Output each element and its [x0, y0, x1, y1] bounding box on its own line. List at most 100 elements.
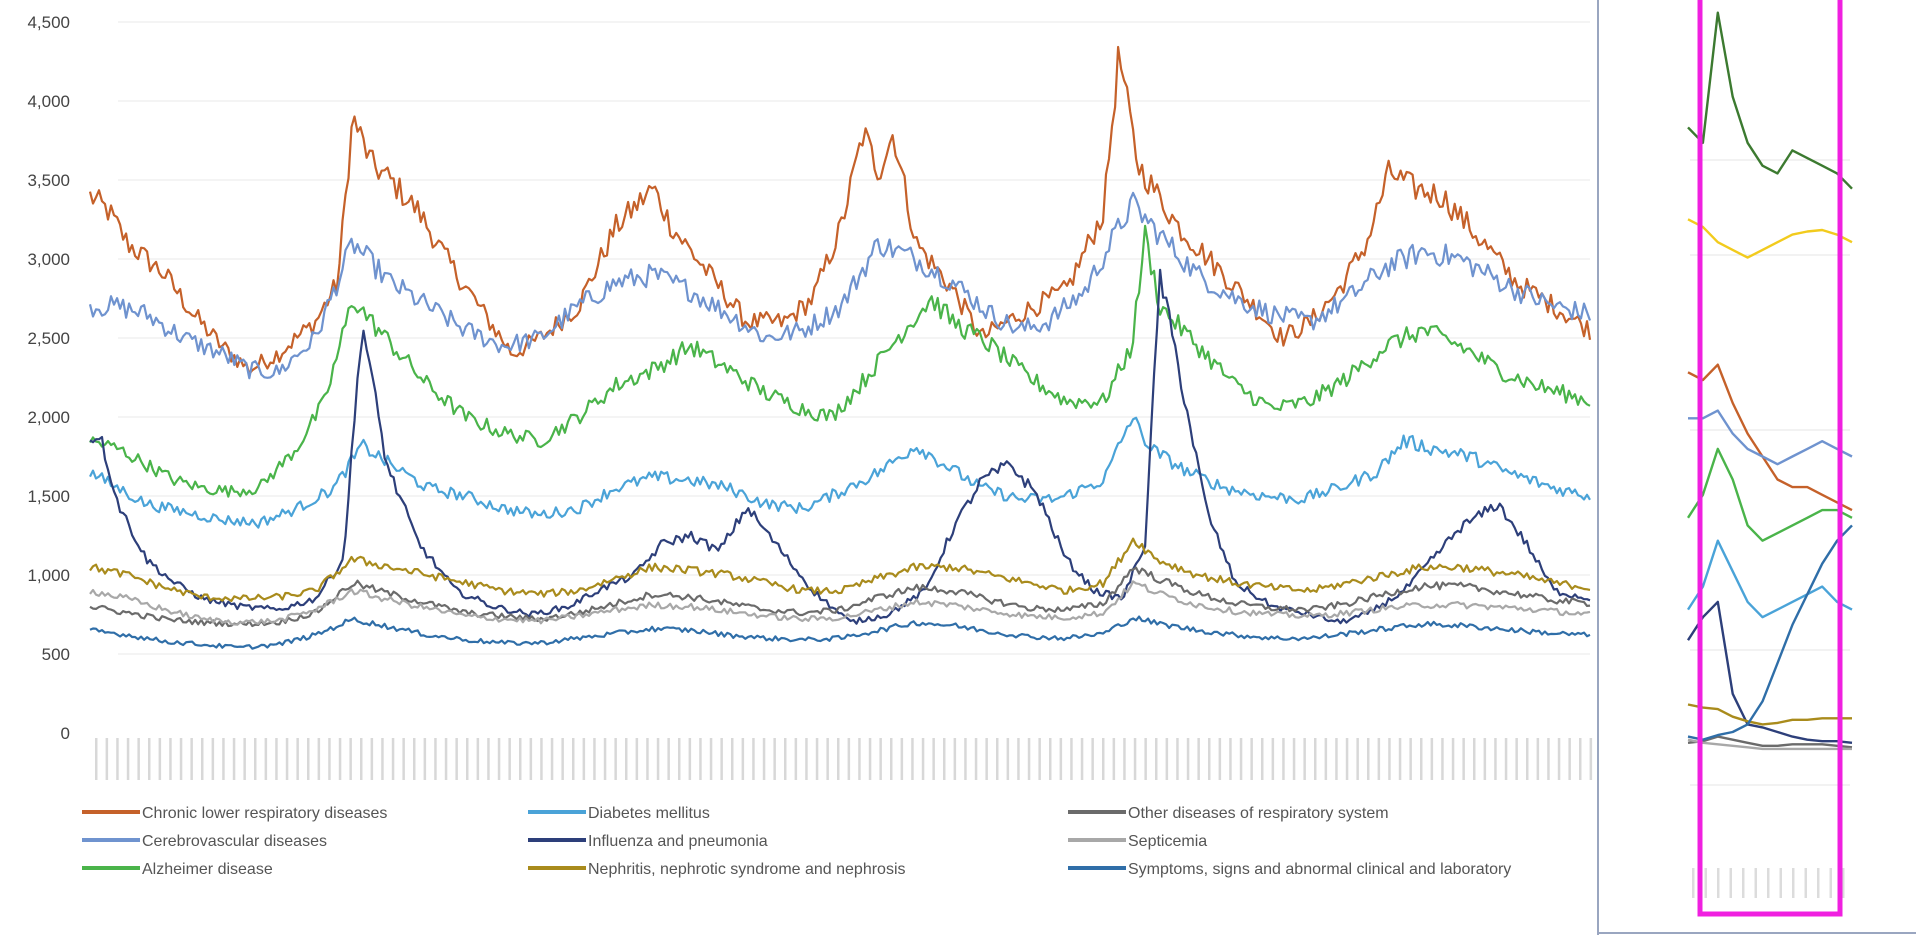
x-tick-mark	[1250, 738, 1253, 780]
x-tick-mark	[1165, 738, 1169, 780]
x-tick-mark	[1547, 738, 1550, 780]
x-tick-mark	[762, 738, 766, 780]
x-tick-mark	[1261, 738, 1264, 780]
x-tick-mark	[254, 738, 257, 780]
y-axis-tick-labels: 0 500 1,000 1,500 2,000 2,500 3,000 3,500 4,000 4…	[27, 13, 70, 743]
y-tick-label: 3,000	[27, 250, 70, 269]
series-line-nephritis-nephrotic-syndrome-and-nephrosis	[89, 537, 1591, 603]
x-tick-mark	[1568, 738, 1571, 780]
x-tick-mark	[211, 738, 215, 780]
x-tick-mark	[773, 738, 776, 780]
y-tick-label: 1,000	[27, 566, 70, 585]
x-tick-mark	[985, 738, 988, 780]
x-tick-mark	[190, 738, 193, 780]
x-tick-mark	[95, 738, 98, 780]
legend-label: Symptoms, signs and abnormal clinical an…	[1128, 861, 1511, 878]
x-tick-mark	[360, 738, 363, 780]
x-tick-mark	[497, 738, 501, 780]
x-tick-mark	[1451, 738, 1455, 780]
x-tick-mark	[402, 738, 405, 780]
inset-x-tick-mark	[1842, 868, 1845, 898]
x-tick-mark	[285, 738, 289, 780]
series-line-influenza-and-pneumonia	[89, 268, 1591, 625]
x-tick-mark	[1282, 738, 1285, 780]
x-tick-mark	[709, 738, 713, 780]
x-tick-mark	[1557, 738, 1561, 780]
inset-x-tick-mark	[1792, 868, 1795, 898]
inset-panel	[1598, 0, 1914, 935]
x-tick-mark	[487, 738, 490, 780]
x-tick-mark	[201, 738, 204, 780]
x-tick-mark	[974, 738, 978, 780]
x-tick-mark	[1229, 738, 1232, 780]
x-tick-mark	[1536, 738, 1540, 780]
x-tick-mark	[656, 738, 660, 780]
x-tick-mark	[1420, 738, 1423, 780]
x-tick-mark	[1589, 738, 1593, 780]
inset-x-tick-mark	[1729, 868, 1732, 898]
x-tick-mark	[275, 738, 278, 780]
x-tick-mark	[1388, 738, 1391, 780]
x-tick-mark	[837, 738, 840, 780]
x-tick-mark	[1314, 738, 1317, 780]
x-tick-mark	[932, 738, 935, 780]
inset-series-line	[1686, 600, 1853, 744]
inset-series-line	[1687, 363, 1853, 512]
x-tick-mark	[1091, 738, 1094, 780]
x-tick-mark	[1483, 738, 1487, 780]
series-line-other-diseases-of-respiratory-system	[89, 566, 1591, 628]
inset-series-line	[1687, 703, 1852, 726]
x-tick-mark	[1176, 738, 1179, 780]
inset-series-line	[1687, 218, 1853, 259]
plot-area	[88, 45, 1592, 650]
x-tick-mark	[1430, 738, 1434, 780]
inset-x-tick-mark	[1779, 868, 1782, 898]
x-tick-mark	[264, 738, 268, 780]
x-tick-mark	[794, 738, 798, 780]
x-tick-mark	[169, 738, 172, 780]
y-tick-label: 500	[42, 645, 70, 664]
x-tick-mark	[1133, 738, 1137, 780]
legend-label: Cerebrovascular diseases	[142, 833, 327, 850]
x-tick-mark	[1239, 738, 1243, 780]
x-tick-mark	[381, 738, 384, 780]
x-tick-mark	[752, 738, 755, 780]
x-tick-mark	[858, 738, 861, 780]
x-tick-mark	[699, 738, 702, 780]
x-tick-mark	[625, 738, 628, 780]
x-tick-mark	[1515, 738, 1518, 780]
x-tick-mark	[126, 738, 130, 780]
x-tick-mark	[116, 738, 119, 780]
x-tick-mark	[731, 738, 734, 780]
series-line-cerebrovascular-diseases	[88, 191, 1592, 380]
x-tick-mark	[1292, 738, 1296, 780]
x-tick-mark	[943, 738, 946, 780]
y-tick-label: 2,000	[27, 408, 70, 427]
x-tick-mark	[148, 738, 151, 780]
x-tick-mark	[826, 738, 829, 780]
x-tick-mark	[667, 738, 670, 780]
x-tick-mark	[137, 738, 140, 780]
x-tick-mark	[550, 738, 554, 780]
legend-label: Septicemia	[1128, 833, 1207, 850]
x-tick-mark	[1504, 738, 1508, 780]
x-tick-mark	[1006, 738, 1010, 780]
x-tick-mark	[349, 738, 352, 780]
x-tick-mark	[1144, 738, 1147, 780]
x-tick-mark	[868, 738, 872, 780]
x-axis-tick-marks	[95, 738, 1593, 780]
series-line-symptoms-signs-and-abnormal-clinical-and-laboratory	[89, 615, 1591, 650]
x-tick-mark	[519, 738, 522, 780]
inset-x-tick-mark	[1767, 868, 1770, 898]
x-tick-mark	[921, 738, 925, 780]
y-tick-label: 3,500	[27, 171, 70, 190]
x-tick-mark	[1112, 738, 1116, 780]
x-tick-mark	[1324, 738, 1328, 780]
inset-x-tick-mark	[1817, 868, 1820, 898]
x-tick-mark	[815, 738, 819, 780]
series-line-alzheimer-disease	[89, 224, 1591, 498]
x-tick-mark	[964, 738, 967, 780]
x-tick-mark	[1409, 738, 1412, 780]
x-tick-mark	[508, 738, 511, 780]
